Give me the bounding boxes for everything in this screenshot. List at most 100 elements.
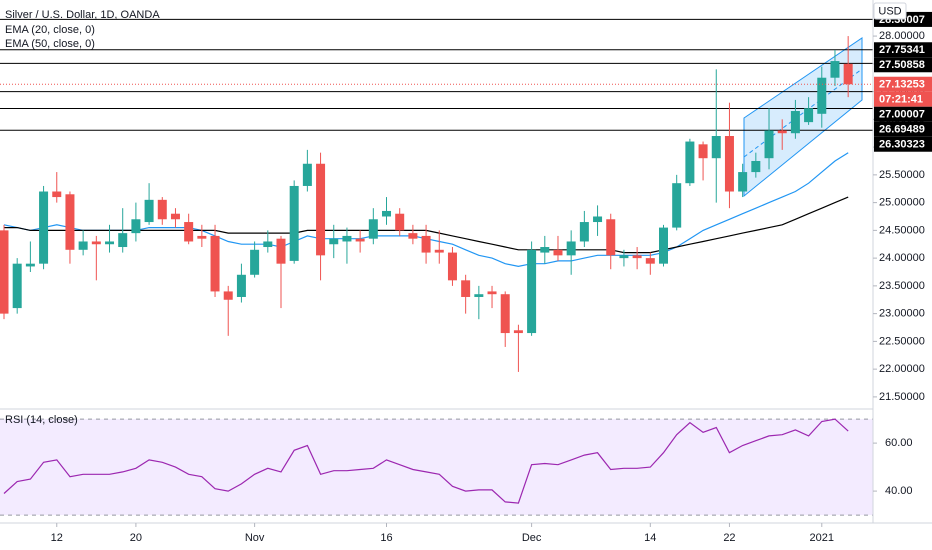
candle-body <box>500 294 510 334</box>
candle-body <box>0 230 9 314</box>
y-tick-label: 22.50000 <box>879 335 925 347</box>
candle-body <box>65 194 75 250</box>
y-tick-label: 24.50000 <box>879 224 925 236</box>
candle-body <box>210 235 220 292</box>
candle-body <box>395 213 405 231</box>
y-tick-label: 40.00 <box>885 485 913 497</box>
candle-body <box>579 222 589 242</box>
price-label: 26.30323 <box>879 139 925 151</box>
candle-body <box>593 216 603 223</box>
candle-body <box>39 191 49 264</box>
candle-body <box>421 235 431 253</box>
candle-body <box>25 263 35 267</box>
candle-body <box>553 249 563 256</box>
candle-body <box>382 210 392 217</box>
candle-body <box>843 63 853 85</box>
candle-body <box>157 199 167 220</box>
price-label-box <box>874 121 932 137</box>
candle-body <box>474 294 484 297</box>
candle-body <box>408 233 418 239</box>
channel-midline <box>743 68 863 158</box>
candle-body <box>316 163 326 256</box>
candle-body <box>105 241 115 245</box>
y-tick-label: 25.50000 <box>879 169 925 181</box>
y-tick-label: 23.00000 <box>879 308 925 320</box>
x-tick-label: Nov <box>245 532 265 544</box>
price-label-box <box>874 106 932 122</box>
candle-body <box>672 183 682 228</box>
candle-body <box>223 291 233 300</box>
price-label: 27.75341 <box>879 44 925 56</box>
price-label-box <box>874 76 932 92</box>
candle-body <box>830 61 840 78</box>
candle-body <box>289 185 299 261</box>
x-tick-label: 12 <box>51 532 63 544</box>
candle-body <box>540 247 550 253</box>
currency: USD <box>878 5 901 17</box>
x-tick-label: 22 <box>723 532 735 544</box>
countdown: 07:21:41 <box>879 94 923 106</box>
price-label-box <box>874 42 932 58</box>
candle-body <box>170 213 180 220</box>
x-tick-label: 20 <box>130 532 142 544</box>
y-tick-label: 24.00000 <box>879 252 925 264</box>
rsi-title: RSI (14, close) <box>5 414 78 426</box>
price-label: 27.50858 <box>879 59 925 71</box>
countdown-box <box>874 91 932 107</box>
candle-body <box>527 249 537 334</box>
candle-body <box>263 241 273 248</box>
candle-body <box>144 199 154 223</box>
price-label: 27.13253 <box>879 79 925 91</box>
x-tick-label: 2021 <box>810 532 834 544</box>
candle-body <box>52 191 62 198</box>
candle-body <box>619 255 629 259</box>
candle-body <box>751 160 761 173</box>
currency-box[interactable] <box>873 2 907 20</box>
candle-body <box>184 222 194 242</box>
chart-title: Silver / U.S. Dollar, 1D, OANDA <box>5 9 160 21</box>
candle-body <box>447 252 457 281</box>
candle-body <box>513 330 523 334</box>
legend-entry: EMA (50, close, 0) <box>5 38 95 50</box>
candle-body <box>738 172 748 192</box>
candle-body <box>276 238 286 264</box>
candle-body <box>329 238 339 245</box>
candle-body <box>118 233 128 248</box>
candle-body <box>685 141 695 184</box>
candle-body <box>250 249 260 275</box>
candle-body <box>302 163 312 186</box>
x-tick-label: 14 <box>644 532 656 544</box>
candle-body <box>131 219 141 234</box>
candle-body <box>645 258 655 264</box>
candle-body <box>236 274 246 297</box>
y-tick-label: 28.00000 <box>879 30 925 42</box>
y-tick-label: 21.50000 <box>879 391 925 403</box>
candle-body <box>91 241 101 245</box>
candle-body <box>12 263 22 309</box>
y-tick-label: 23.50000 <box>879 280 925 292</box>
candle-body <box>698 144 708 159</box>
price-label-box <box>874 136 932 152</box>
candle-body <box>724 136 734 192</box>
price-label: 27.00007 <box>879 109 925 121</box>
candle-body <box>606 219 616 256</box>
candle-body <box>659 227 668 264</box>
legend-entry: EMA (20, close, 0) <box>5 24 95 36</box>
rsi-pane <box>0 418 873 516</box>
candle-body <box>777 130 787 134</box>
y-tick-label: 22.00000 <box>879 363 925 375</box>
price-label: 26.69489 <box>879 124 925 136</box>
candle-body <box>764 130 774 159</box>
y-tick-label: 60.00 <box>885 437 913 449</box>
x-tick-label: Dec <box>522 532 542 544</box>
rsi-line <box>3 418 849 504</box>
candle-body <box>355 238 365 242</box>
candle-body <box>368 219 378 239</box>
candle-body <box>804 108 814 123</box>
candle-body <box>817 77 827 114</box>
candle-body <box>566 241 576 256</box>
candle-body <box>461 280 471 297</box>
x-tick-label: 16 <box>380 532 392 544</box>
candle-body <box>197 235 207 239</box>
